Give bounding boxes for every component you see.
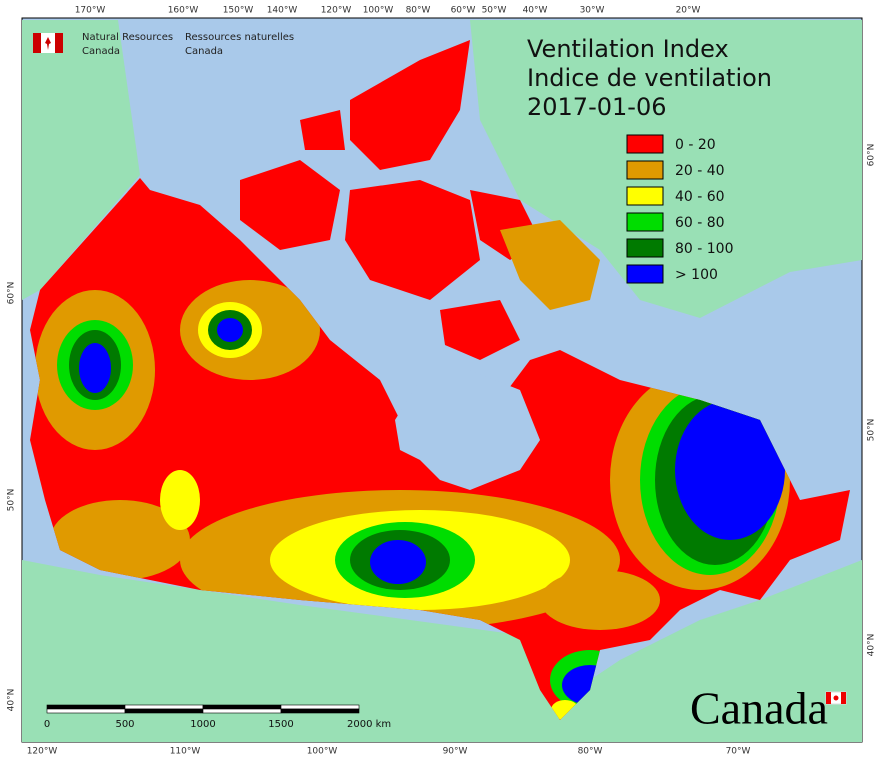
greenland [470,20,862,318]
title-line: Ventilation Index [527,35,729,63]
scale-segment [202,704,282,710]
longitude-label: 80°W [406,6,431,16]
longitude-label: 120°W [321,6,352,16]
title-line: Indice de ventilation [527,64,772,92]
baffin-south [500,220,600,310]
scale-label: 2000 km [347,719,391,730]
latitude-label: 50°N [7,489,17,512]
scale-label: 1500 [268,719,293,730]
flag-leaf [833,695,839,701]
longitude-label: 150°W [223,6,254,16]
agency-en: Canada [82,46,120,57]
latitude-label: 40°N [867,634,877,657]
longitude-label: 30°W [580,6,605,16]
longitude-label: 60°W [451,6,476,16]
legend-label: 20 - 40 [675,163,725,179]
legend-label: > 100 [675,267,718,283]
longitude-label: 160°W [168,6,199,16]
hudson-bay [395,370,540,490]
longitude-label: 70°W [726,747,751,757]
scale-segment [280,708,360,714]
agency-fr: Canada [185,46,223,57]
wordmark: Canada [690,683,828,734]
agency-fr: Ressources naturelles [185,32,294,43]
scale-label: 1000 [190,719,215,730]
scale-segment [124,704,204,710]
longitude-label: 40°W [523,6,548,16]
flag-leaf [45,37,51,50]
legend-swatch [626,212,664,232]
latitude-label: 60°N [867,144,877,167]
longitude-label: 50°W [482,6,507,16]
scale-segment [46,704,126,710]
longitude-label: 20°W [676,6,701,16]
legend-swatch [626,134,664,154]
flag-band [826,692,831,704]
united-states [22,560,862,742]
longitude-label: 110°W [170,747,201,757]
flag-band [55,33,63,53]
legend-swatch [626,264,664,284]
legend-swatch [626,160,664,180]
scale-segment [46,708,126,714]
legend-label: 0 - 20 [675,137,716,153]
scale-segment [280,704,360,710]
longitude-label: 90°W [443,747,468,757]
flag-band [33,33,41,53]
latitude-label: 50°N [867,419,877,442]
alaska [22,20,140,300]
scale-segment [124,708,204,714]
legend-swatch [626,238,664,258]
longitude-label: 120°W [27,747,58,757]
longitude-label: 100°W [307,747,338,757]
legend-label: 40 - 60 [675,189,725,205]
longitude-label: 140°W [267,6,298,16]
scale-label: 0 [44,719,50,730]
legend-label: 80 - 100 [675,241,734,257]
latitude-label: 60°N [7,282,17,305]
flag-band [841,692,846,704]
longitude-label: 100°W [363,6,394,16]
longitude-label: 170°W [75,6,106,16]
scale-segment [202,708,282,714]
scale-label: 500 [115,719,134,730]
longitude-label: 80°W [578,747,603,757]
legend-swatch [626,186,664,206]
agency-en: Natural Resources [82,32,173,43]
legend-label: 60 - 80 [675,215,725,231]
title-line: 2017-01-06 [527,93,666,121]
latitude-label: 40°N [7,689,17,712]
arctic-islands [240,40,540,360]
